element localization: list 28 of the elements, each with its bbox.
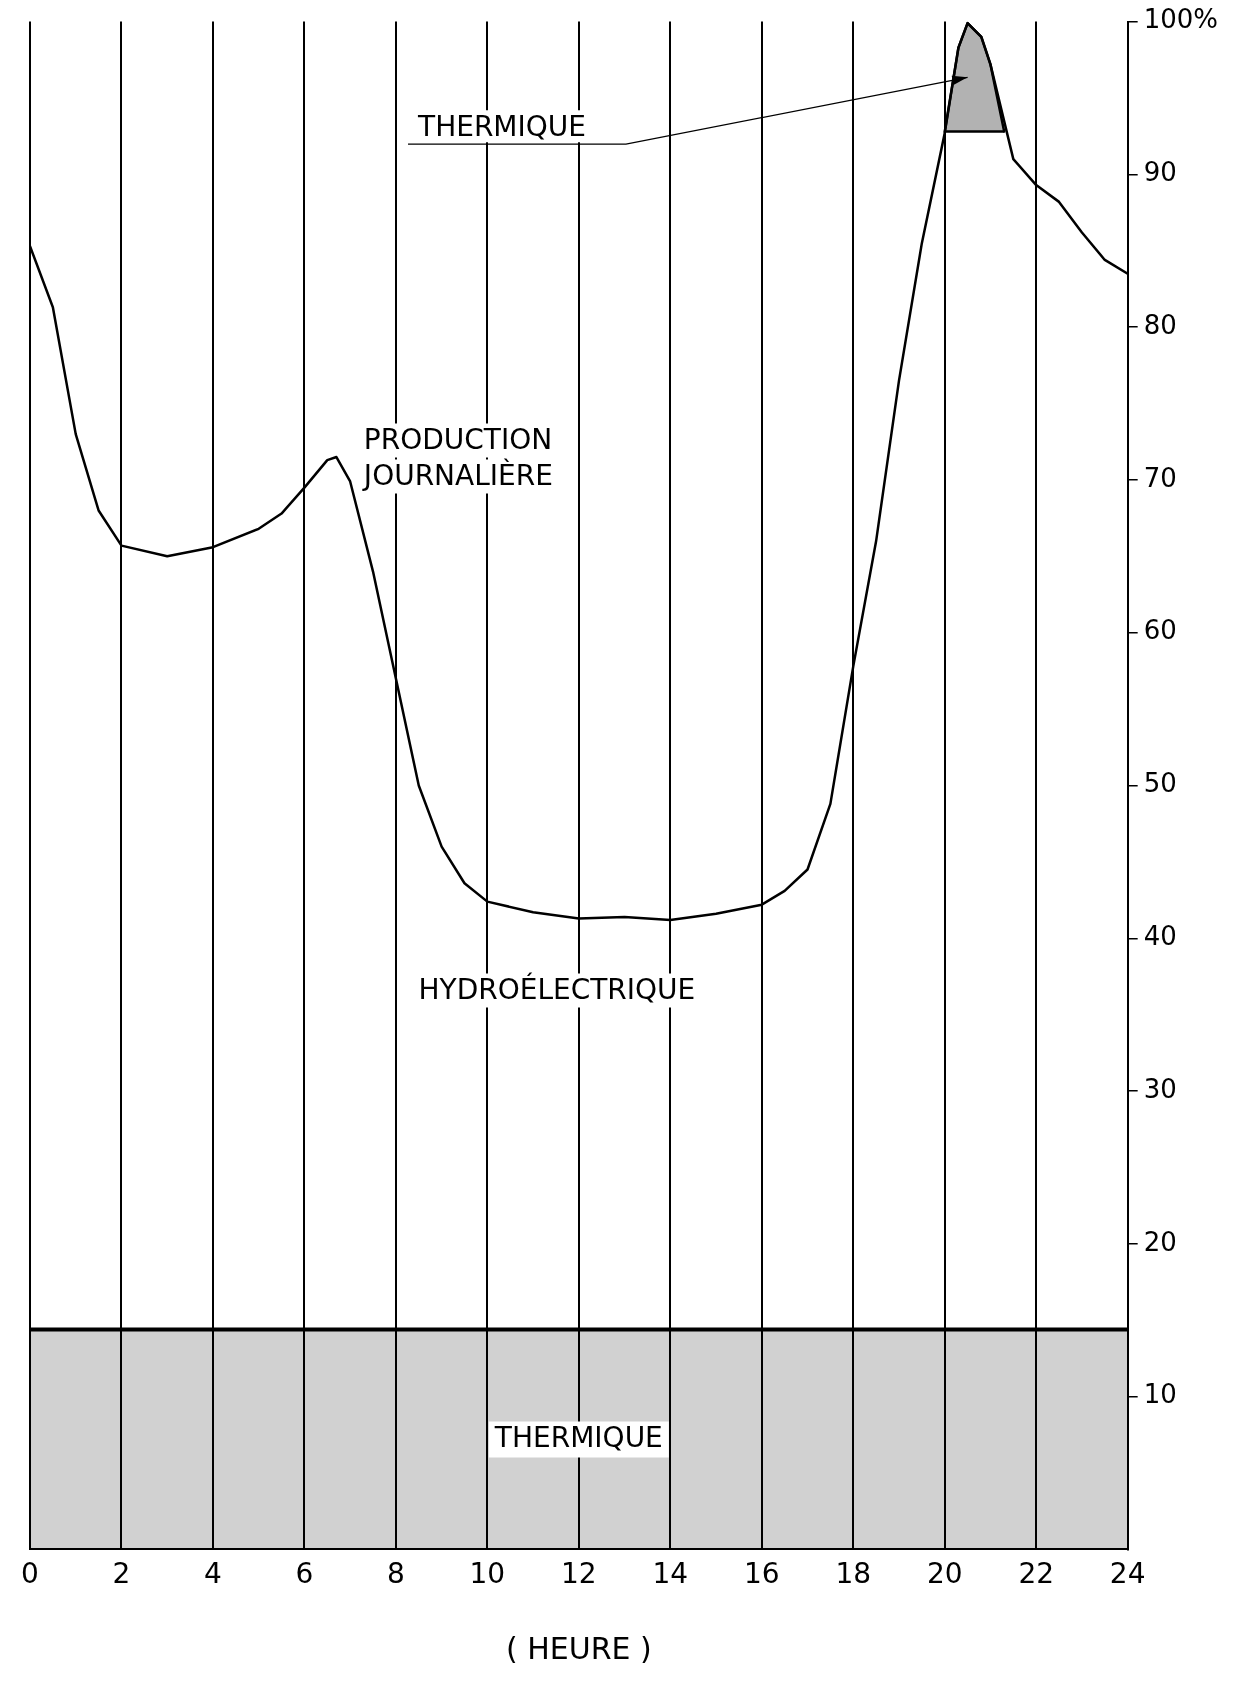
band-label: THERMIQUE [493,1420,663,1454]
text: THERMIQUE [417,110,586,144]
x-tick-label: 2 [112,1557,131,1591]
x-tick-label: 24 [1109,1557,1146,1591]
annotation: HYDROÉLECTRIQUE [418,972,696,1007]
x-tick-label: 4 [204,1557,222,1591]
y-tick-label: 100% [1143,4,1219,35]
x-tick-label: 8 [386,1557,405,1591]
x-tick-label: 22 [1018,1557,1055,1591]
y-tick-label: 30 [1143,1073,1177,1104]
y-tick-label: 10 [1143,1379,1177,1410]
y-tick-label: 70 [1143,462,1177,493]
x-tick-label: 6 [295,1557,314,1591]
x-tick-label: 20 [926,1557,963,1591]
x-axis-title: ( HEURE ) [505,1630,652,1666]
x-tick-label: 16 [743,1557,780,1591]
x-tick-label: 12 [561,1557,597,1591]
y-tick-label: 40 [1143,921,1177,952]
y-tick-label: 50 [1143,768,1177,799]
y-tick-label: 60 [1143,615,1177,646]
y-tick-label: 20 [1143,1226,1177,1257]
y-tick-label: 80 [1143,309,1177,340]
x-tick-label: 14 [652,1557,689,1591]
x-tick-label: 0 [21,1557,39,1591]
y-tick-label: 90 [1143,157,1177,188]
x-tick-label: 10 [469,1557,506,1591]
series-label: PRODUCTION JOURNALIÈRE [361,423,553,493]
x-tick-label: 18 [835,1557,872,1591]
